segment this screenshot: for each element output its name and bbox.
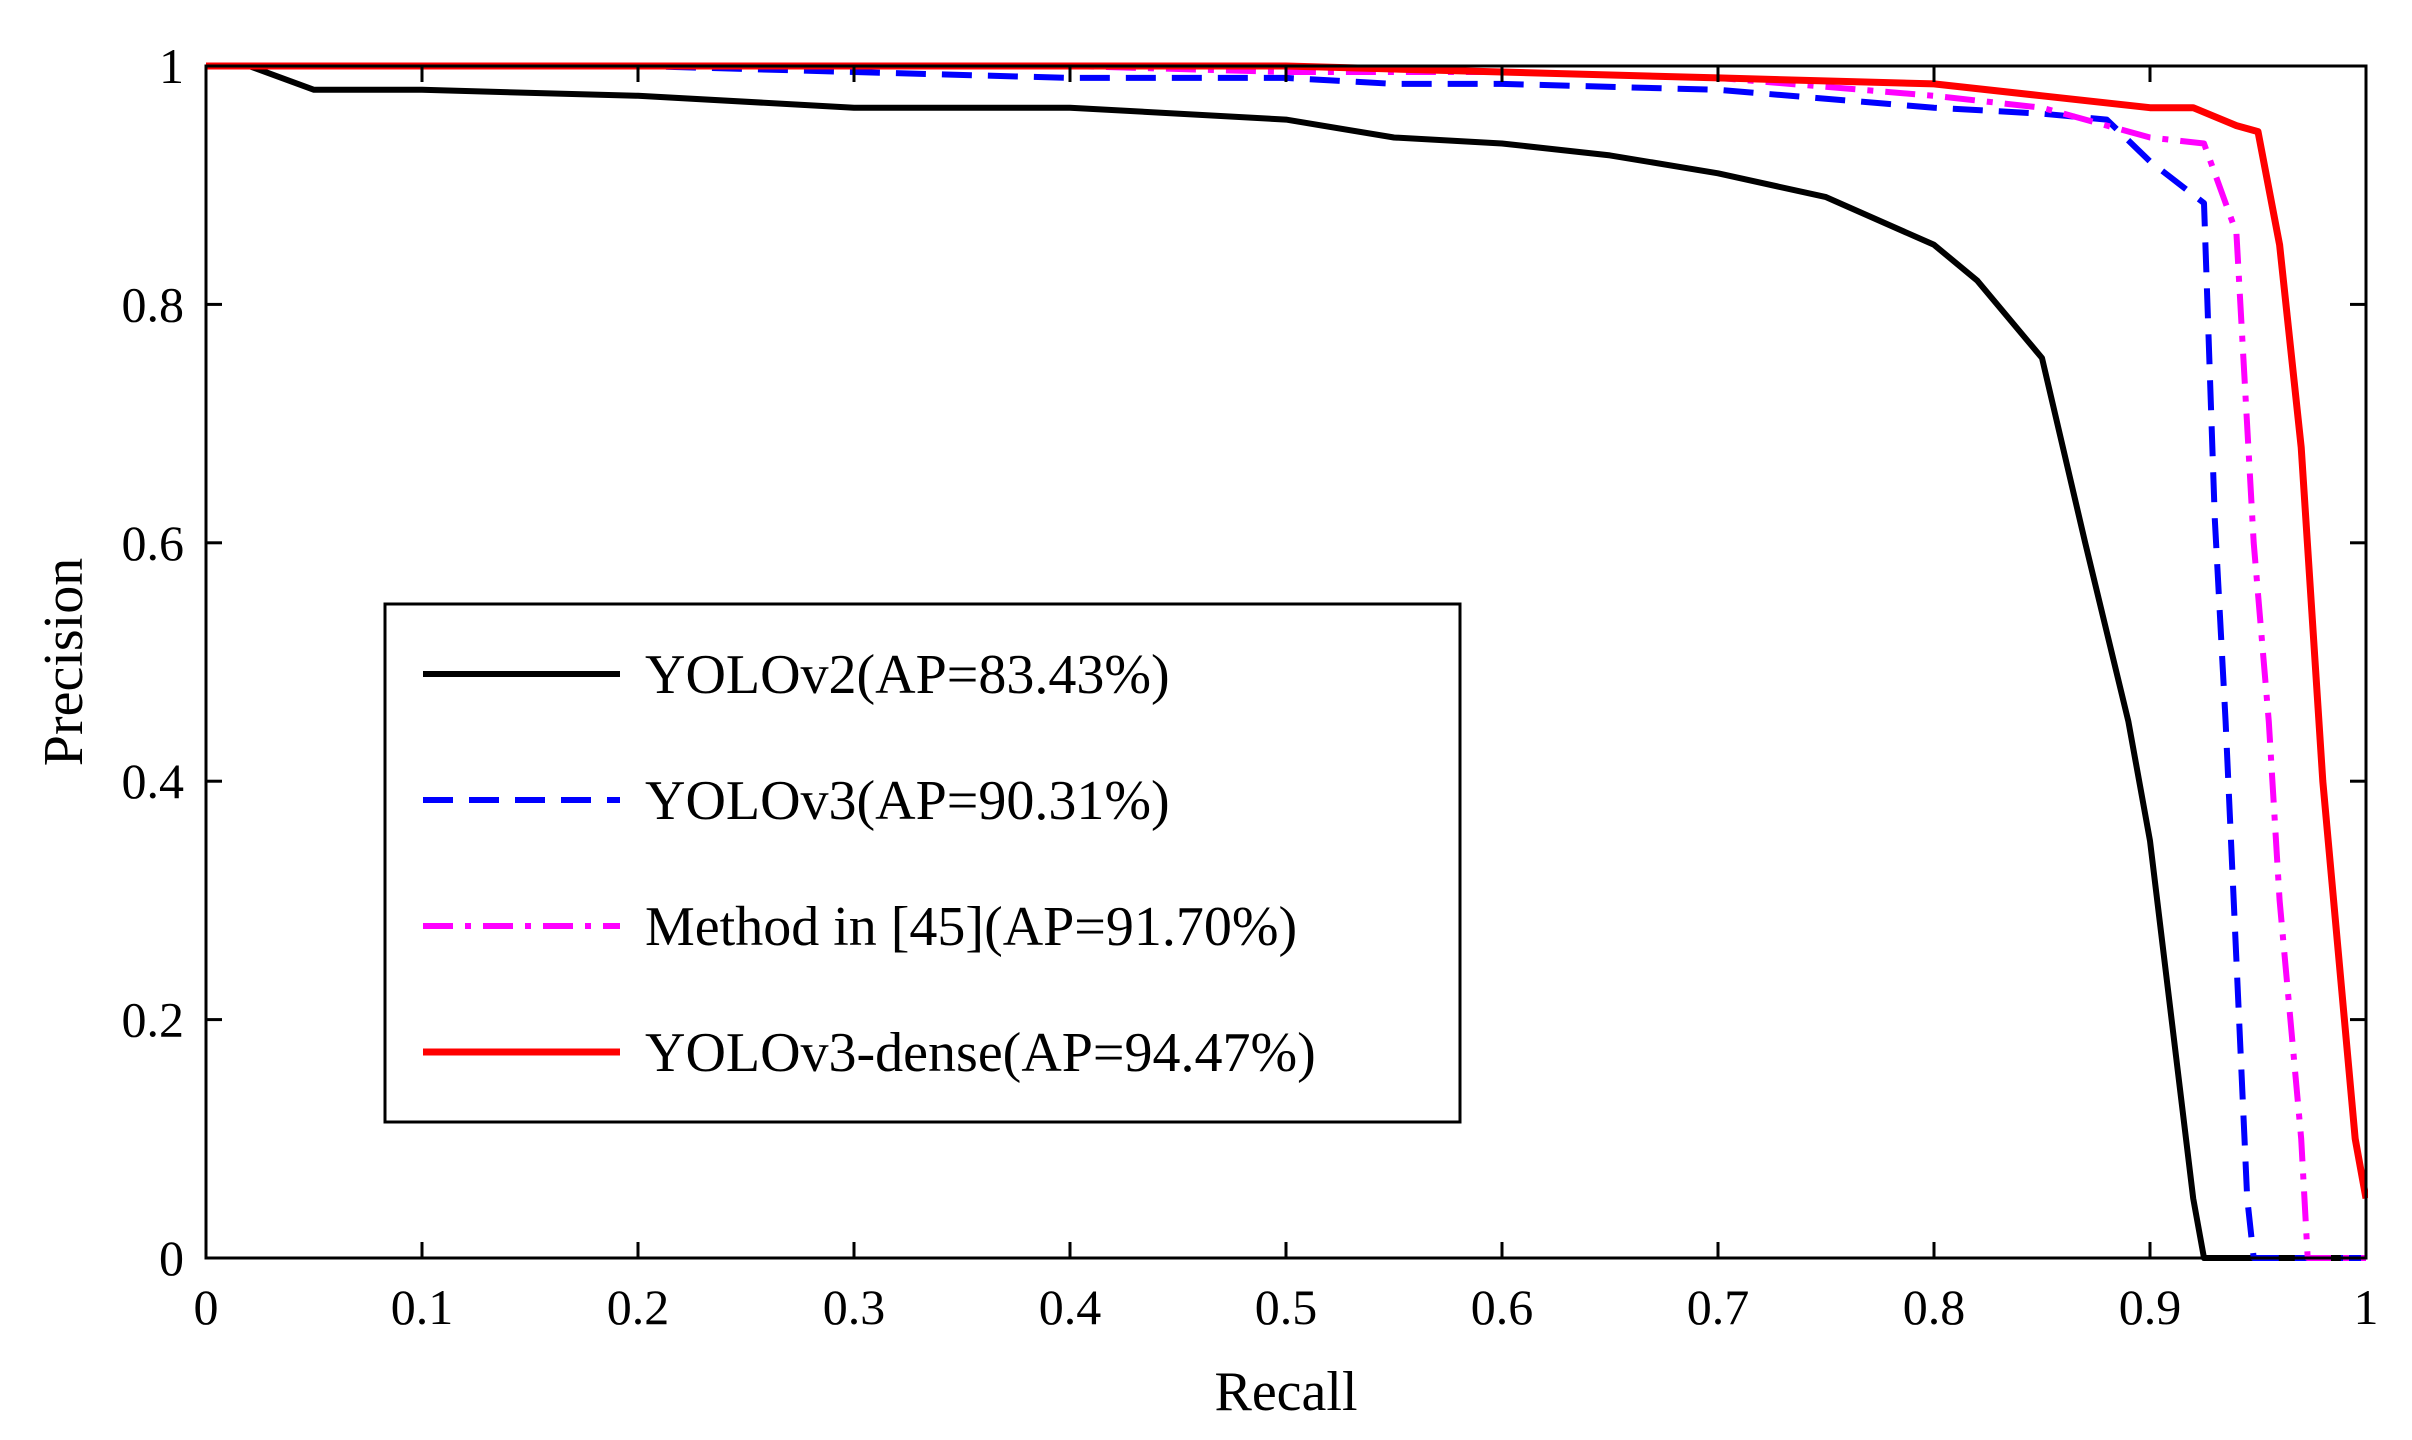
x-tick-label: 0.5 <box>1255 1279 1318 1335</box>
x-axis-title: Recall <box>1214 1361 1357 1423</box>
x-tick-label: 0 <box>194 1279 219 1335</box>
series-line-1 <box>206 63 2366 1261</box>
y-tick-label: 1 <box>159 38 184 94</box>
legend-label-1: YOLOv2(AP=83.43%) <box>645 644 1170 706</box>
x-tick-label: 0.2 <box>607 1279 670 1335</box>
y-tick-label: 0.6 <box>122 515 185 571</box>
x-tick-label: 1 <box>2354 1279 2379 1335</box>
x-tick-label: 0.9 <box>2119 1279 2182 1335</box>
legend-label-4: YOLOv3-dense(AP=94.47%) <box>645 1022 1316 1084</box>
x-tick-label: 0.8 <box>1903 1279 1966 1335</box>
x-tick-label: 0.7 <box>1687 1279 1750 1335</box>
x-tick-label: 0.1 <box>391 1279 454 1335</box>
y-tick-label: 0.8 <box>122 276 185 332</box>
legend-items: YOLOv2(AP=83.43%) YOLOv3(AP=90.31%) Method… <box>423 644 1316 1084</box>
legend-label-2: YOLOv3(AP=90.31%) <box>645 770 1170 832</box>
ticks-group: 0 0.1 0.2 0.3 0.4 0.5 0.6 0.7 0.8 0.9 1 0 0.2 0.4 0.6 0… <box>122 38 2379 1335</box>
y-tick-label: 0 <box>159 1230 184 1286</box>
legend: YOLOv2(AP=83.43%) YOLOv3(AP=90.31%) Method… <box>383 602 1462 1124</box>
legend-box <box>383 602 1462 1124</box>
y-tick-label: 0.2 <box>122 992 185 1048</box>
x-tick-label: 0.3 <box>823 1279 886 1335</box>
x-tick-label: 0.4 <box>1039 1279 1102 1335</box>
y-tick-label: 0.4 <box>122 753 185 809</box>
y-axis-title: Precision <box>33 558 95 766</box>
x-tick-label: 0.6 <box>1471 1279 1534 1335</box>
legend-label-3: Method in [45](AP=91.70%) <box>645 896 1297 958</box>
